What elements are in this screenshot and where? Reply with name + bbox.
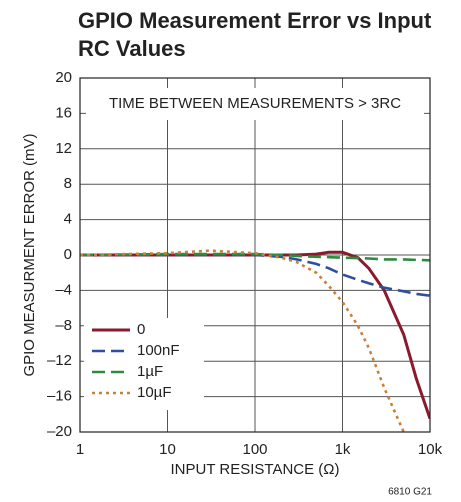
y-tick-label: –20 <box>47 423 72 440</box>
x-tick-label: 10k <box>418 441 443 458</box>
y-tick-label: –8 <box>55 317 72 334</box>
x-axis-label: INPUT RESISTANCE (Ω) <box>170 461 339 478</box>
x-tick-label: 10 <box>159 441 176 458</box>
annotation: TIME BETWEEN MEASUREMENTS > 3RC <box>109 95 401 112</box>
chart-title: RC Values <box>78 36 186 61</box>
x-tick-label: 1 <box>76 441 84 458</box>
series-line <box>80 252 430 262</box>
y-tick-label: 4 <box>64 211 72 228</box>
series-line <box>80 249 405 432</box>
legend-box <box>84 318 204 410</box>
y-tick-label: 12 <box>55 140 72 157</box>
legend-label: 100nF <box>137 342 180 359</box>
annotation-box <box>86 88 424 120</box>
x-tick-label: 1k <box>335 441 351 458</box>
x-tick-label: 100 <box>242 441 267 458</box>
chart-title: GPIO Measurement Error vs Input <box>78 8 432 33</box>
y-tick-label: 16 <box>55 104 72 121</box>
y-tick-label: 8 <box>64 175 72 192</box>
legend-label: 1µF <box>137 363 163 380</box>
y-tick-label: –4 <box>55 281 72 298</box>
y-tick-label: 0 <box>64 246 72 263</box>
legend-label: 10µF <box>137 384 172 401</box>
footnote: 6810 G21 <box>388 487 432 498</box>
y-tick-label: 20 <box>55 69 72 86</box>
plot-frame <box>79 77 431 433</box>
legend-label: 0 <box>137 321 145 338</box>
y-tick-label: –16 <box>47 388 72 405</box>
y-axis-label: GPIO MEASURMENT ERROR (mV) <box>21 133 38 376</box>
y-tick-label: –12 <box>47 352 72 369</box>
